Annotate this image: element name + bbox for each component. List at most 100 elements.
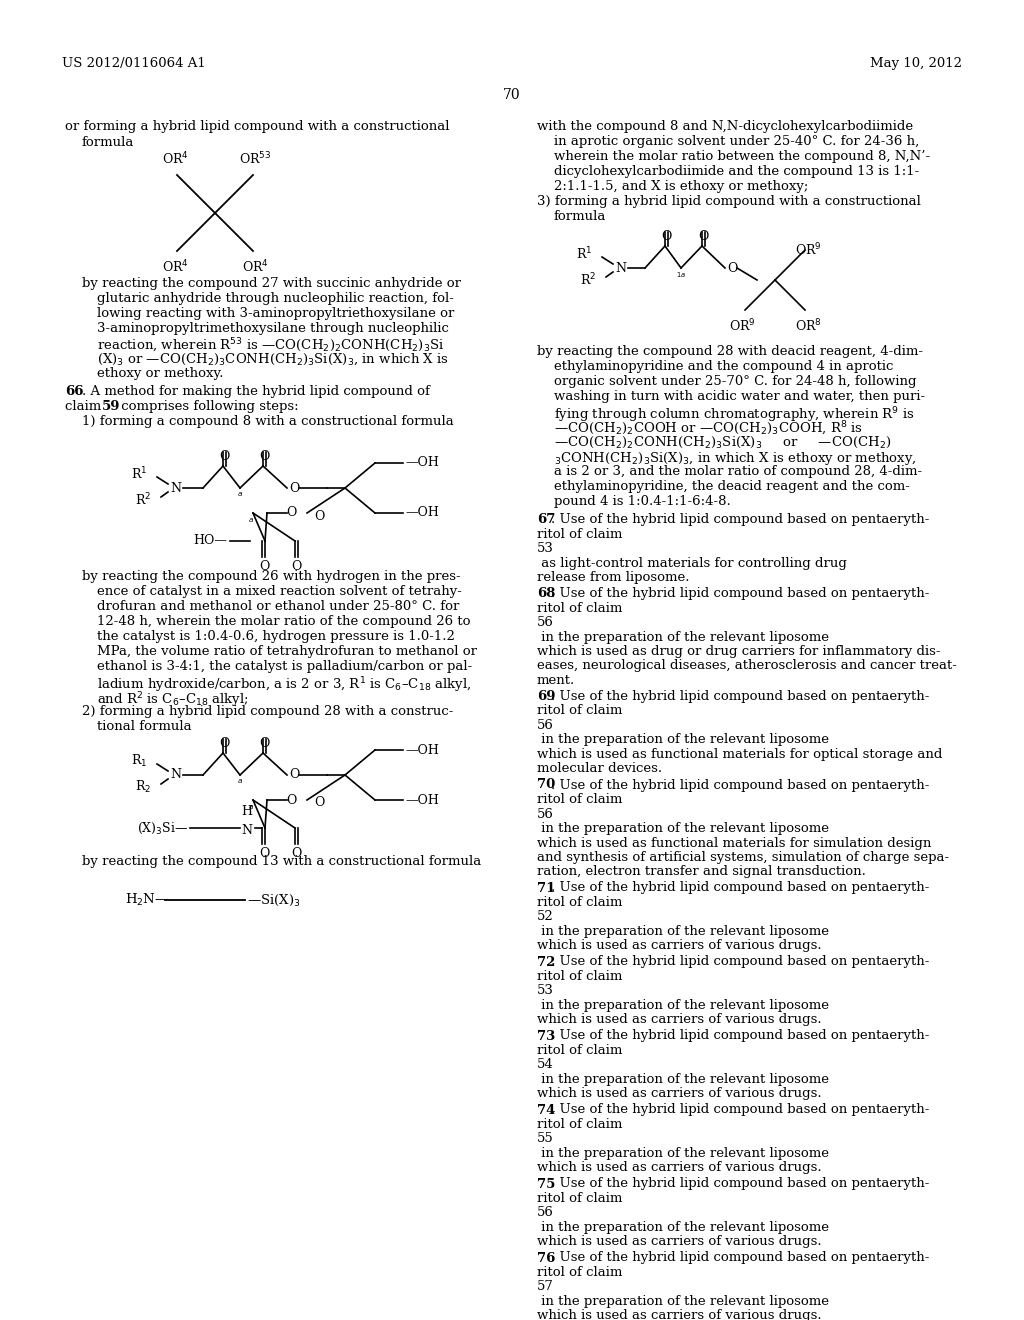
Text: H: H	[242, 805, 253, 818]
Text: ritol of claim: ritol of claim	[537, 602, 627, 615]
Text: N: N	[615, 261, 626, 275]
Text: 12-48 h, wherein the molar ratio of the compound 26 to: 12-48 h, wherein the molar ratio of the …	[97, 615, 470, 628]
Text: 69: 69	[537, 690, 555, 704]
Text: H$_2$N—: H$_2$N—	[125, 892, 169, 908]
Text: reaction, wherein R$^{53}$ is —CO(CH$_2$)$_2$CONH(CH$_2$)$_3$Si: reaction, wherein R$^{53}$ is —CO(CH$_2$…	[97, 337, 444, 355]
Text: $_3$CONH(CH$_2$)$_3$Si(X)$_3$, in which X is ethoxy or methoxy,: $_3$CONH(CH$_2$)$_3$Si(X)$_3$, in which …	[554, 450, 916, 467]
Text: formula: formula	[554, 210, 606, 223]
Text: which is used as functional materials for optical storage and: which is used as functional materials fo…	[537, 748, 942, 762]
Text: by reacting the compound 27 with succinic anhydride or: by reacting the compound 27 with succini…	[82, 277, 461, 290]
Text: ritol of claim: ritol of claim	[537, 1266, 627, 1279]
Text: 66: 66	[65, 385, 84, 399]
Text: O: O	[287, 793, 297, 807]
Text: ethylaminopyridine and the compound 4 in aprotic: ethylaminopyridine and the compound 4 in…	[554, 360, 893, 374]
Text: 74: 74	[537, 1104, 555, 1117]
Text: in the preparation of the relevant liposome: in the preparation of the relevant lipos…	[537, 822, 829, 836]
Text: dicyclohexylcarbodiimide and the compound 13 is 1:1-: dicyclohexylcarbodiimide and the compoun…	[554, 165, 920, 178]
Text: 68: 68	[537, 587, 555, 601]
Text: O: O	[259, 847, 269, 861]
Text: in the preparation of the relevant liposome: in the preparation of the relevant lipos…	[537, 925, 829, 939]
Text: 67: 67	[537, 513, 555, 525]
Text: $_{1a}$: $_{1a}$	[676, 271, 686, 280]
Text: ritol of claim: ritol of claim	[537, 705, 627, 718]
Text: ladium hydroxide/carbon, a is 2 or 3, R$^1$ is C$_6$–C$_{18}$ alkyl,: ladium hydroxide/carbon, a is 2 or 3, R$…	[97, 675, 471, 694]
Text: which is used as carriers of various drugs.: which is used as carriers of various dru…	[537, 1309, 821, 1320]
Text: N: N	[242, 824, 253, 837]
Text: . Use of the hybrid lipid compound based on pentaeryth-: . Use of the hybrid lipid compound based…	[551, 1177, 930, 1191]
Text: eases, neurological diseases, atherosclerosis and cancer treat-: eases, neurological diseases, atheroscle…	[537, 660, 956, 672]
Text: —OH: —OH	[406, 457, 439, 470]
Text: O: O	[219, 450, 229, 463]
Text: O: O	[289, 768, 299, 781]
Text: OR$^4$: OR$^4$	[162, 150, 188, 168]
Text: release from liposome.: release from liposome.	[537, 572, 689, 583]
Text: which is used as carriers of various drugs.: which is used as carriers of various dru…	[537, 1014, 821, 1027]
Text: —CO(CH$_2$)$_2$COOH or —CO(CH$_2$)$_3$COOH, R$^8$ is: —CO(CH$_2$)$_2$COOH or —CO(CH$_2$)$_3$CO…	[554, 420, 863, 438]
Text: 70: 70	[503, 88, 521, 102]
Text: —OH: —OH	[406, 507, 439, 520]
Text: a is 2 or 3, and the molar ratio of compound 28, 4-dim-: a is 2 or 3, and the molar ratio of comp…	[554, 465, 923, 478]
Text: which is used as carriers of various drugs.: which is used as carriers of various dru…	[537, 940, 821, 953]
Text: in the preparation of the relevant liposome: in the preparation of the relevant lipos…	[537, 1073, 829, 1086]
Text: OR$^8$: OR$^8$	[795, 318, 821, 334]
Text: 59: 59	[102, 400, 121, 413]
Text: as light-control materials for controlling drug: as light-control materials for controlli…	[537, 557, 847, 569]
Text: by reacting the compound 28 with deacid reagent, 4-dim-: by reacting the compound 28 with deacid …	[537, 345, 923, 358]
Text: . Use of the hybrid lipid compound based on pentaeryth-: . Use of the hybrid lipid compound based…	[551, 779, 930, 792]
Text: HO—: HO—	[194, 535, 227, 548]
Text: drofuran and methanol or ethanol under 25-80° C. for: drofuran and methanol or ethanol under 2…	[97, 601, 460, 612]
Text: ritol of claim: ritol of claim	[537, 528, 627, 540]
Text: 56: 56	[537, 1206, 554, 1220]
Text: washing in turn with acidic water and water, then puri-: washing in turn with acidic water and wa…	[554, 389, 925, 403]
Text: N: N	[170, 482, 181, 495]
Text: 56: 56	[537, 808, 554, 821]
Text: and R$^2$ is C$_6$–C$_{18}$ alkyl;: and R$^2$ is C$_6$–C$_{18}$ alkyl;	[97, 690, 249, 710]
Text: ethylaminopyridine, the deacid reagent and the com-: ethylaminopyridine, the deacid reagent a…	[554, 480, 910, 492]
Text: 76: 76	[537, 1251, 555, 1265]
Text: 57: 57	[537, 1280, 554, 1294]
Text: R$_2$: R$_2$	[135, 779, 151, 795]
Text: R$^1$: R$^1$	[575, 246, 592, 263]
Text: 2:1.1-1.5, and X is ethoxy or methoxy;: 2:1.1-1.5, and X is ethoxy or methoxy;	[554, 180, 808, 193]
Text: O: O	[287, 507, 297, 520]
Text: which is used as drug or drug carriers for inflammatory dis-: which is used as drug or drug carriers f…	[537, 645, 940, 657]
Text: tional formula: tional formula	[97, 719, 191, 733]
Text: claim: claim	[65, 400, 105, 413]
Text: . Use of the hybrid lipid compound based on pentaeryth-: . Use of the hybrid lipid compound based…	[551, 1104, 930, 1117]
Text: R$_1$: R$_1$	[131, 752, 147, 770]
Text: —CO(CH$_2$)$_2$CONH(CH$_2$)$_3$Si(X)$_3$     or     —CO(CH$_2$): —CO(CH$_2$)$_2$CONH(CH$_2$)$_3$Si(X)$_3$…	[554, 436, 892, 450]
Text: 52: 52	[537, 911, 554, 924]
Text: comprises following steps:: comprises following steps:	[117, 400, 299, 413]
Text: in the preparation of the relevant liposome: in the preparation of the relevant lipos…	[537, 734, 829, 747]
Text: O: O	[259, 450, 269, 463]
Text: . Use of the hybrid lipid compound based on pentaeryth-: . Use of the hybrid lipid compound based…	[551, 690, 930, 704]
Text: ritol of claim: ritol of claim	[537, 1118, 627, 1131]
Text: $_a$: $_a$	[248, 803, 254, 812]
Text: . Use of the hybrid lipid compound based on pentaeryth-: . Use of the hybrid lipid compound based…	[551, 882, 930, 895]
Text: fying through column chromatography, wherein R$^9$ is: fying through column chromatography, whe…	[554, 405, 914, 425]
Text: . Use of the hybrid lipid compound based on pentaeryth-: . Use of the hybrid lipid compound based…	[551, 1251, 930, 1265]
Text: N: N	[170, 768, 181, 781]
Text: organic solvent under 25-70° C. for 24-48 h, following: organic solvent under 25-70° C. for 24-4…	[554, 375, 916, 388]
Text: O: O	[259, 737, 269, 750]
Text: 54: 54	[537, 1059, 554, 1072]
Text: which is used as carriers of various drugs.: which is used as carriers of various dru…	[537, 1236, 821, 1249]
Text: ritol of claim: ritol of claim	[537, 970, 627, 983]
Text: or forming a hybrid lipid compound with a constructional: or forming a hybrid lipid compound with …	[65, 120, 450, 133]
Text: glutaric anhydride through nucleophilic reaction, fol-: glutaric anhydride through nucleophilic …	[97, 292, 454, 305]
Text: 72: 72	[537, 956, 555, 969]
Text: by reacting the compound 13 with a constructional formula: by reacting the compound 13 with a const…	[82, 855, 481, 869]
Text: . Use of the hybrid lipid compound based on pentaeryth-: . Use of the hybrid lipid compound based…	[551, 1030, 930, 1043]
Text: (X)$_3$ or —CO(CH$_2$)$_3$CONH(CH$_2$)$_3$Si(X)$_3$, in which X is: (X)$_3$ or —CO(CH$_2$)$_3$CONH(CH$_2$)$_…	[97, 352, 449, 367]
Text: molecular devices.: molecular devices.	[537, 763, 663, 776]
Text: O: O	[697, 230, 709, 243]
Text: 53: 53	[537, 543, 554, 554]
Text: R$^2$: R$^2$	[580, 272, 596, 288]
Text: 2) forming a hybrid lipid compound 28 with a construc-: 2) forming a hybrid lipid compound 28 wi…	[82, 705, 454, 718]
Text: in the preparation of the relevant liposome: in the preparation of the relevant lipos…	[537, 631, 829, 644]
Text: 73: 73	[537, 1030, 555, 1043]
Text: R$^1$: R$^1$	[131, 466, 147, 482]
Text: which is used as functional materials for simulation design: which is used as functional materials fo…	[537, 837, 932, 850]
Text: ration, electron transfer and signal transduction.: ration, electron transfer and signal tra…	[537, 866, 866, 879]
Text: pound 4 is 1:0.4-1:1-6:4-8.: pound 4 is 1:0.4-1:1-6:4-8.	[554, 495, 731, 508]
